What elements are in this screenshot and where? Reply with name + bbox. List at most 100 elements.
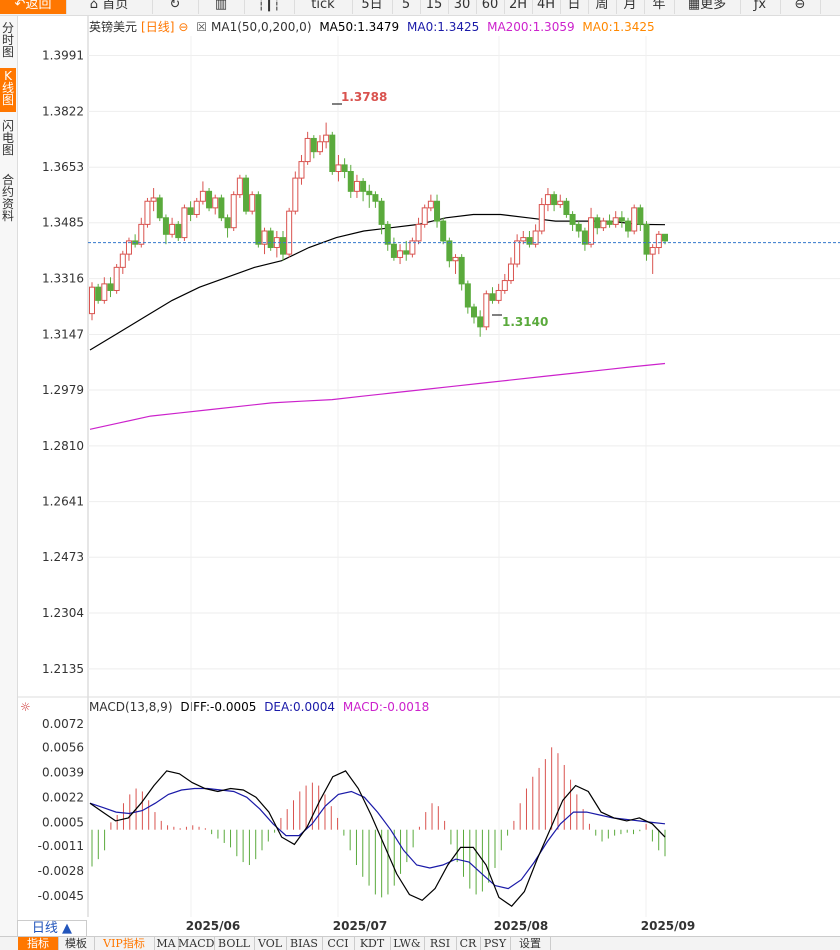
candle-body	[218, 197, 225, 219]
zoom-out-icon: ⊖	[794, 0, 806, 12]
indicator-tab-9[interactable]: KDT	[354, 937, 391, 950]
back-button[interactable]: ↶返回	[0, 0, 67, 14]
period-5day-button[interactable]: 5日	[352, 0, 393, 14]
period-2h-button[interactable]: 2H	[504, 0, 533, 14]
settings-icon[interactable]: ⊖	[178, 20, 189, 34]
back-icon: ↶	[14, 0, 26, 12]
indicator-tab-10[interactable]: LW&	[390, 937, 425, 950]
tick-button[interactable]: tick	[294, 0, 353, 14]
candle-body	[107, 283, 114, 291]
indicator-tab-7[interactable]: BIAS	[286, 937, 323, 950]
zoom-out-button[interactable]: ⊖	[780, 0, 821, 14]
indicator-tab-0[interactable]: 指标	[18, 937, 59, 950]
candle-body	[403, 250, 410, 255]
macd-tick-label: 0.0039	[42, 765, 84, 779]
candle-body	[495, 289, 502, 301]
period-month-button[interactable]: 月	[616, 0, 645, 14]
candle-body	[655, 233, 662, 249]
candle-body	[162, 217, 169, 235]
candle-body	[286, 210, 293, 255]
indicator-checkbox-icon[interactable]: ☒	[196, 20, 208, 34]
candle-body	[187, 207, 194, 215]
macd-diff-value: DIFF:-0.0005	[180, 700, 257, 714]
sidebar-item-timeshare[interactable]: 分时图	[2, 21, 15, 59]
candle-body	[501, 280, 508, 291]
candle-type-button[interactable]: ▥	[198, 0, 245, 14]
candle-body	[378, 200, 385, 225]
candle-body	[138, 223, 145, 245]
home-button[interactable]: ⌂ 首页	[66, 0, 153, 14]
sidebar-item-flash[interactable]: 闪电图	[2, 119, 15, 157]
candle-body	[193, 200, 200, 215]
indicator-tab-6[interactable]: VOL	[254, 937, 287, 950]
more-button[interactable]: ▦更多	[674, 0, 741, 14]
function-button[interactable]: ƒx	[740, 0, 781, 14]
macd-tick-label: 0.0072	[42, 717, 84, 731]
candle-body	[101, 283, 108, 301]
period-30min-button[interactable]: 30	[448, 0, 477, 14]
candle-body	[341, 164, 348, 173]
symbol-label: 英镑美元	[89, 20, 138, 34]
candle-body	[489, 293, 496, 301]
indicator-tab-8[interactable]: CCI	[322, 937, 355, 950]
candle-body	[310, 137, 317, 153]
candle-body	[397, 250, 404, 258]
period-4h-button[interactable]: 4H	[532, 0, 561, 14]
period-60min-button[interactable]: 60	[476, 0, 505, 14]
period-15min-button[interactable]: 15	[420, 0, 449, 14]
top-toolbar: ↶返回 ⌂ 首页 ↻ ▥ ┆┃┆ tick 5日 5 15 30 60 2H 4…	[0, 0, 840, 16]
candle-body	[446, 240, 453, 262]
candle-body	[132, 240, 139, 245]
sidebar-item-contract[interactable]: 合约资料	[2, 173, 15, 223]
candle-body	[434, 200, 441, 222]
home-icon: ⌂	[89, 0, 99, 12]
candle-body	[532, 230, 539, 245]
indicator-tab-12[interactable]: CR	[456, 937, 481, 950]
candle-body	[600, 220, 607, 229]
price-tick-label: 1.3316	[42, 272, 84, 286]
indicator-tab-4[interactable]: MACD	[178, 937, 215, 950]
indicator-label: MA1(50,0,200,0)	[211, 20, 312, 34]
candle-body	[471, 306, 477, 318]
macd-tick-label: -0.0011	[38, 839, 84, 853]
candle-body	[526, 237, 533, 245]
price-tick-label: 1.3485	[42, 216, 84, 230]
chart-icon: ▥	[214, 0, 228, 12]
indicator-tab-3[interactable]: MA	[154, 937, 179, 950]
refresh-icon: ↻	[169, 0, 181, 12]
ma0a-value: MA0:1.3425	[407, 20, 480, 34]
indicator-tabbar: 指标 模板 VIP指标 MA MACD BOLL VOL BIAS CCI KDT LW& RSI CR…	[0, 936, 840, 950]
indicator-tab-14[interactable]: 设置	[510, 937, 551, 950]
candle-body	[316, 141, 323, 153]
price-tick-label: 1.3147	[42, 327, 84, 341]
sidebar-item-kline[interactable]: K线图	[0, 68, 16, 112]
candle-body	[544, 194, 551, 206]
refresh-button[interactable]: ↻	[152, 0, 199, 14]
macd-name: MACD(13,8,9)	[89, 700, 173, 714]
indicator-tab-1[interactable]: 模板	[58, 937, 95, 950]
indicator-tab-11[interactable]: RSI	[424, 937, 457, 950]
candle-body	[483, 293, 490, 328]
indicator-tab-5[interactable]: BOLL	[214, 937, 255, 950]
candle-body	[175, 223, 182, 239]
period-5min-button[interactable]: 5	[392, 0, 421, 14]
candle-body	[390, 243, 397, 258]
candle-body	[206, 190, 213, 209]
candle-body	[372, 194, 379, 202]
period-day-button[interactable]: 日	[560, 0, 589, 14]
period-year-button[interactable]: 年	[644, 0, 675, 14]
indicator-tab-13[interactable]: PSY	[480, 937, 511, 950]
candle-body	[360, 180, 367, 192]
candle-body	[236, 177, 243, 196]
candle-body	[637, 207, 644, 225]
candle-body	[323, 134, 330, 143]
candle-body	[243, 177, 250, 212]
indicator-tab-2[interactable]: VIP指标	[94, 937, 155, 950]
candle-body	[421, 207, 428, 225]
grid-icon: ▦	[687, 0, 701, 12]
period-week-button[interactable]: 周	[588, 0, 617, 14]
candle-body	[631, 207, 638, 232]
price-tick-label: 1.2135	[42, 662, 84, 676]
candle-body	[249, 194, 256, 212]
kline-type-button[interactable]: ┆┃┆	[244, 0, 295, 14]
